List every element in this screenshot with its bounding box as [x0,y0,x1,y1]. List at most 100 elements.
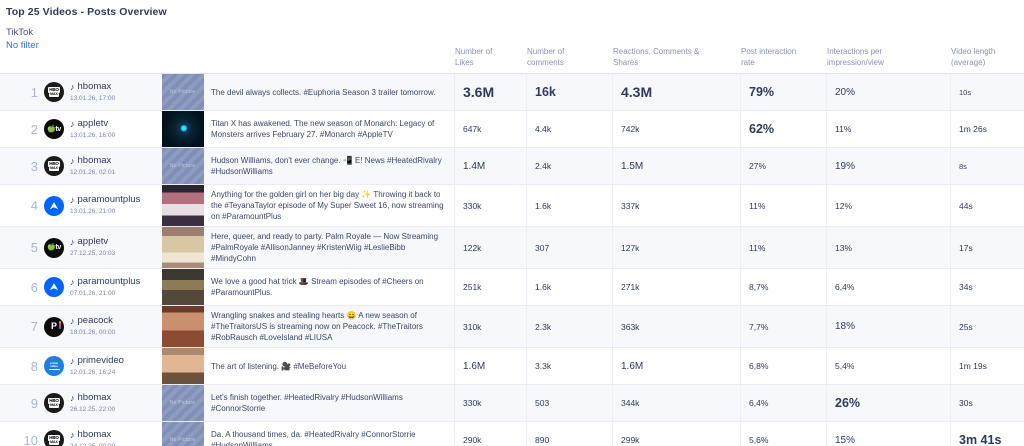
filter-link[interactable]: No filter [6,40,39,51]
likes-cell: 1.4M [455,148,527,184]
reactions-cell: 363k [613,306,741,347]
account-name[interactable]: ♪ paramountplus [70,276,140,288]
account-name[interactable]: ♪ appletv [70,118,115,130]
account-handle: hbomax [77,80,112,92]
likes-value: 251k [463,282,482,292]
hbo-max-logo: HBO MAX [44,82,64,102]
account-name[interactable]: ♪ peacock [70,315,115,327]
thumbnail-cell[interactable] [160,227,205,268]
reactions-cell: 742k [613,111,741,147]
tiktok-note-icon: ♪ [70,355,75,366]
rank-number: 1 [30,84,38,100]
likes-value: 330k [463,200,482,211]
thumbnail-cell[interactable] [160,306,205,347]
comments-cell: 1.6k [527,185,613,226]
post-caption: Let's finish together. #HeatedRivalry #H… [211,393,403,413]
posts-table: Number of Likes Number of comments React… [0,40,1024,446]
table-row[interactable]: 4 ♪ paramountplus 13.01.26, 21:00 Anything f… [0,185,1024,227]
account-handle: hbomax [77,154,112,166]
account-name[interactable]: ♪ hbomax [70,155,115,167]
likes-cell: 290k [455,422,527,446]
likes-cell: 3.6M [455,74,527,110]
apple-tv-logo: 🍏tv [44,237,64,258]
account-handle: paramountplus [77,275,141,287]
account-name[interactable]: ♪ primevideo [70,355,124,367]
likes-cell: 330k [455,185,527,226]
reactions-cell: 127k [613,227,741,268]
comments-cell: 16k [527,74,613,110]
thumbnail-cell[interactable] [160,111,205,147]
tiktok-note-icon: ♪ [70,316,75,326]
likes-value: 290k [463,435,482,445]
video-length-cell: 3m 41s [951,422,1024,446]
thumbnail-cell[interactable] [160,385,205,421]
table-row[interactable]: 5 🍏tv ♪ appletv 27.12.25, 20:03 Here, queer, … [0,227,1024,269]
comments-cell: 503 [527,385,613,421]
interactions-per-impression-cell: 13% [827,227,951,268]
caption-cell: Let's finish together. #HeatedRivalry #H… [205,385,455,421]
post-caption: Anything for the golden girl on her big … [211,190,444,221]
paramount-plus-logo [44,277,64,297]
thumbnail-cell[interactable] [160,185,205,226]
post-date: 12.01.26, 16:24 [70,368,116,376]
caption-cell: Titan X has awakened. The new season of … [205,111,455,147]
caption-cell: The devil always collects. #Euphoria Sea… [205,74,455,110]
account-name[interactable]: ♪ hbomax [70,392,115,404]
likes-cell: 122k [455,227,527,268]
thumbnail-cell[interactable] [160,148,205,184]
account-handle: appletv [77,236,109,247]
reactions-value: 344k [621,398,640,408]
network-label: TikTok [6,27,34,38]
thumbnail-cell[interactable] [160,422,205,446]
rank-number: 7 [30,319,38,334]
tiktok-note-icon: ♪ [70,237,75,247]
account-name[interactable]: ♪ appletv [70,236,115,248]
post-caption: The art of listening. 🎥 #MeBeforeYou [211,361,347,371]
comments-value: 503 [535,398,550,408]
comments-value: 4.4k [535,124,552,134]
table-row[interactable]: 8 prime video ♪ primevideo 12.01.26, 16:24 The… [0,348,1024,385]
table-row[interactable]: 6 ♪ paramountplus 07.01.26, 21:00 We love a … [0,269,1024,306]
post-interaction-rate-value: 7,7% [749,321,769,332]
thumbnail-cell[interactable] [160,269,205,305]
post-thumbnail [161,111,204,147]
post-interaction-rate-cell: 79% [741,74,827,110]
rank-number: 5 [30,240,38,255]
post-interaction-rate-value: 79% [749,85,775,99]
interactions-per-impression-value: 26% [835,396,861,410]
caption-cell: The art of listening. 🎥 #MeBeforeYou [205,348,455,384]
video-length-cell: 1m 26s [951,111,1024,147]
rank-number: 9 [30,395,38,411]
video-length-cell: 1m 19s [951,348,1024,384]
video-length-cell: 10s [951,74,1024,110]
post-interaction-rate-cell: 6,8% [741,348,827,384]
thumbnail-cell[interactable] [160,74,205,110]
thumbnail-cell[interactable] [160,348,205,384]
comments-value: 307 [535,242,550,253]
tiktok-note-icon: ♪ [70,118,75,129]
likes-value: 3.6M [463,84,495,100]
comments-value: 1.6k [535,200,552,211]
likes-cell: 647k [455,111,527,147]
post-interaction-rate-cell: 6,4% [741,385,827,421]
rank-number: 10 [23,432,38,446]
table-row[interactable]: 2 🍏tv ♪ appletv 13.01.26, 16:00 Titan X has a… [0,111,1024,148]
account-name[interactable]: ♪ hbomax [70,429,115,441]
likes-cell: 330k [455,385,527,421]
widget-header: Top 25 Videos - Posts Overview TikTok No… [0,0,1024,52]
post-interaction-rate-cell: 5,6% [741,422,827,446]
video-length-value: 34s [959,282,973,292]
rank-number: 6 [30,279,38,295]
account-name[interactable]: ♪ paramountplus [70,194,140,206]
post-date: 26.12.25, 22:00 [70,405,116,413]
table-row[interactable]: 7 P ♪ peacock 18.01.26, 00:00 Wrangling snake… [0,306,1024,348]
peacock-logo: P [44,316,64,337]
account-handle: peacock [77,315,113,326]
post-caption: Da. A thousand times, da. #HeatedRivalry… [211,430,416,446]
account-name[interactable]: ♪ hbomax [70,81,115,93]
post-thumbnail [161,306,204,347]
